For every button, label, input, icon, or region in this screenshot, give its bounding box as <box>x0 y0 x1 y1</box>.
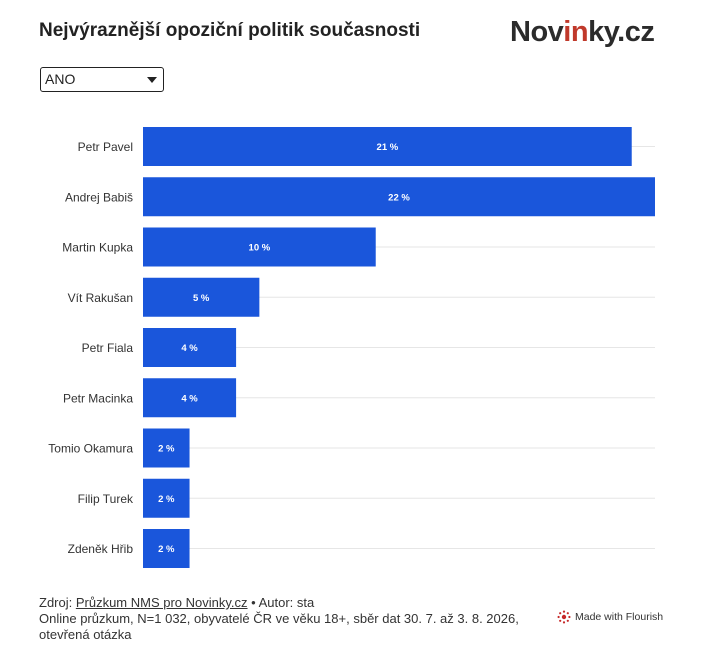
value-label-petr-macinka: 4 % <box>181 393 198 404</box>
bar-filip-turek[interactable] <box>143 478 190 518</box>
category-label-petr-macinka: Petr Macinka <box>63 391 133 405</box>
category-label-petr-fiala: Petr Fiala <box>82 341 134 355</box>
bar-petr-pavel[interactable] <box>143 127 632 166</box>
value-label-vit-rakusan: 5 % <box>193 293 210 304</box>
chart-footer: Zdroj: Průzkum NMS pro Novinky.cz • Auto… <box>39 595 539 643</box>
category-label-martin-kupka: Martin Kupka <box>62 241 133 255</box>
category-label-andrej-babis: Andrej Babiš <box>65 190 133 204</box>
category-label-filip-turek: Filip Turek <box>78 492 134 506</box>
value-label-petr-fiala: 4 % <box>181 343 198 354</box>
bar-martin-kupka[interactable] <box>143 227 376 267</box>
party-filter-value: ANO <box>45 71 76 87</box>
category-label-petr-pavel: Petr Pavel <box>78 140 133 154</box>
category-label-zdenek-hrib: Zdeněk Hřib <box>68 542 134 556</box>
bar-andrej-babis[interactable] <box>143 177 655 217</box>
party-filter-select[interactable]: ANO <box>40 67 164 92</box>
source-line: Zdroj: Průzkum NMS pro Novinky.cz • Auto… <box>39 595 539 611</box>
logo-prefix: Nov <box>510 16 564 48</box>
bar-tomio-okamura[interactable] <box>143 428 190 468</box>
source-link[interactable]: Průzkum NMS pro Novinky.cz <box>75 595 248 610</box>
bar-petr-fiala[interactable] <box>143 328 237 367</box>
survey-note: Online průzkum, N=1 032, obyvatelé ČR ve… <box>39 611 519 642</box>
bar-petr-macinka[interactable] <box>143 378 237 418</box>
bar-zdenek-hrib[interactable] <box>143 529 190 568</box>
category-label-vit-rakusan: Vít Rakušan <box>68 291 133 305</box>
category-label-tomio-okamura: Tomio Okamura <box>48 442 133 456</box>
value-label-filip-turek: 2 % <box>158 494 175 505</box>
chart-title: Nejvýraznější opoziční politik současnos… <box>39 20 421 41</box>
chevron-down-icon <box>147 77 157 83</box>
bar-vit-rakusan[interactable] <box>143 277 260 317</box>
novinky-logo[interactable]: Novinky.cz <box>510 16 655 49</box>
value-label-andrej-babis: 22 % <box>388 192 410 203</box>
flourish-label: Made with Flourish <box>575 611 664 623</box>
logo-accent: in <box>563 16 589 48</box>
value-label-tomio-okamura: 2 % <box>158 444 175 455</box>
flourish-credit[interactable]: Made with Flourish <box>557 610 663 624</box>
value-label-zdenek-hrib: 2 % <box>158 544 175 555</box>
logo-suffix: ky.cz <box>588 16 655 48</box>
bar-chart: Petr Pavel 21 % Andrej Babiš 22 % Martin Kup… <box>48 127 655 568</box>
author-label: • Autor: sta <box>247 595 315 610</box>
source-prefix: Zdroj: <box>39 595 76 610</box>
value-label-martin-kupka: 10 % <box>249 243 271 254</box>
flourish-icon <box>557 610 571 624</box>
value-label-petr-pavel: 21 % <box>377 142 399 153</box>
